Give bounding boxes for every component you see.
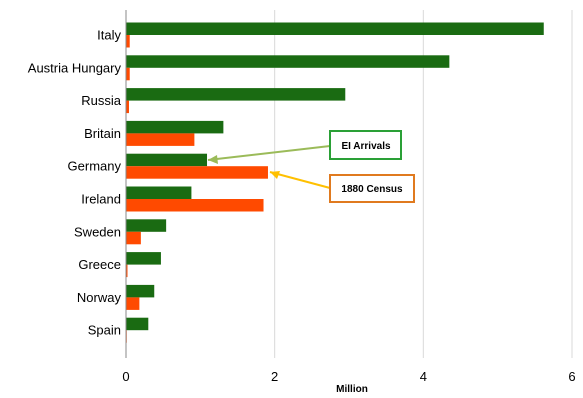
category-label-norway: Norway	[77, 290, 122, 305]
x-tick-label-2: 2	[271, 369, 278, 384]
bars	[126, 22, 544, 343]
bar-1880-census-italy	[126, 35, 130, 48]
bar-ei-arrivals-norway	[126, 284, 155, 298]
category-label-ireland: Ireland	[81, 192, 121, 207]
bar-1880-census-austria-hungary	[126, 67, 130, 81]
bar-1880-census-ireland	[126, 199, 264, 212]
ei-arrivals-callout: EI Arrivals	[207, 130, 402, 164]
ei-arrivals-box	[329, 130, 402, 160]
bar-ei-arrivals-sweden	[126, 219, 167, 232]
category-label-italy: Italy	[97, 28, 121, 43]
bar-1880-census-germany	[126, 166, 268, 179]
category-labels: Italy Austria Hungary Russia Britain Germany…	[28, 28, 122, 338]
x-tick-label-4: 4	[420, 369, 427, 384]
bar-1880-census-britain	[126, 133, 195, 146]
ei-arrivals-arrowhead	[208, 155, 218, 164]
x-tick-labels: 0 2 4 6	[122, 369, 575, 384]
bar-ei-arrivals-britain	[126, 120, 224, 134]
category-label-greece: Greece	[78, 257, 121, 272]
category-label-sweden: Sweden	[74, 224, 121, 239]
category-label-austria-hungary: Austria Hungary	[28, 60, 122, 75]
bar-ei-arrivals-greece	[126, 252, 161, 265]
census-box	[329, 174, 415, 203]
census-label: 1880 Census	[341, 184, 403, 195]
ei-arrivals-arrow	[207, 145, 331, 161]
bar-1880-census-norway	[126, 297, 140, 310]
ei-arrivals-label: EI Arrivals	[341, 141, 391, 152]
bar-ei-arrivals-ireland	[126, 186, 192, 199]
category-label-germany: Germany	[68, 159, 122, 174]
bar-ei-arrivals-germany	[126, 153, 208, 167]
census-arrow	[269, 171, 331, 189]
bar-1880-census-sweden	[126, 231, 141, 245]
bar-1880-census-russia	[126, 100, 129, 114]
bar-ei-arrivals-spain	[126, 317, 149, 331]
census-arrowhead	[270, 171, 280, 179]
x-tick-label-6: 6	[568, 369, 575, 384]
x-axis-title: Million	[336, 384, 368, 395]
category-label-spain: Spain	[88, 323, 121, 338]
bar-ei-arrivals-russia	[126, 88, 346, 101]
bar-ei-arrivals-italy	[126, 22, 544, 35]
census-callout: 1880 Census	[269, 171, 415, 203]
grid-lines	[274, 10, 573, 358]
category-label-britain: Britain	[84, 126, 121, 141]
bar-ei-arrivals-austria-hungary	[126, 55, 450, 68]
bar-1880-census-greece	[126, 264, 128, 278]
category-label-russia: Russia	[81, 93, 122, 108]
x-tick-label-0: 0	[122, 369, 129, 384]
